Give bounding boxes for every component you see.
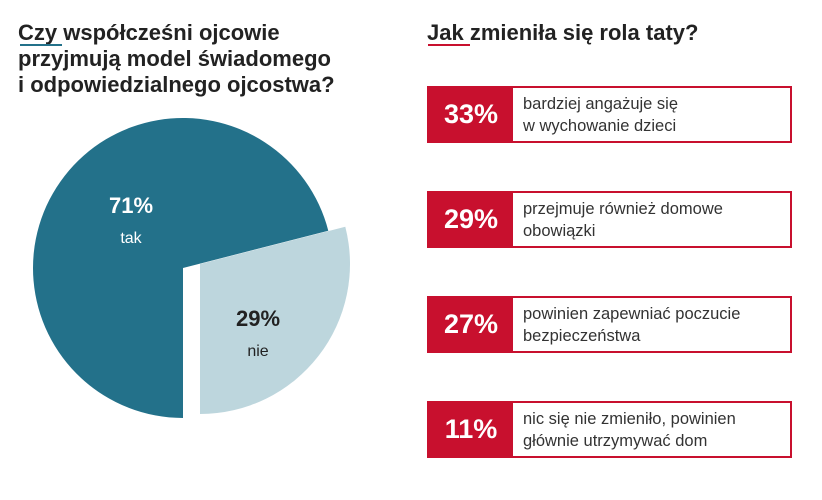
pie-category-label: tak: [120, 230, 142, 247]
title-underline: [428, 44, 470, 46]
stat-box: 29% przejmuje również domowe obowiązki: [427, 191, 792, 248]
stat-description: bardziej angażuje się w wychowanie dzieci: [513, 88, 790, 141]
pie-value-label: 71%: [109, 193, 153, 218]
stat-description-line: nic się nie zmieniło, powinien: [523, 410, 736, 428]
stat-description-line: przejmuje również domowe: [523, 200, 723, 218]
stat-percent: 27%: [429, 298, 513, 351]
stat-box: 27% powinien zapewniać poczucie bezpieczeń…: [427, 296, 792, 353]
stat-description-line: bardziej angażuje się: [523, 95, 679, 113]
stat-description-line: powinien zapewniać poczucie: [523, 305, 741, 323]
pie-chart: 71% tak 29% nie: [32, 117, 350, 418]
pie-title-line: przyjmują model świadomego: [18, 46, 331, 71]
stat-description-line: głównie utrzymywać dom: [523, 432, 708, 450]
stat-description: przejmuje również domowe obowiązki: [513, 193, 790, 246]
pie-value-label: 29%: [236, 306, 280, 331]
title-underline: [20, 44, 62, 46]
stat-percent: 11%: [429, 403, 513, 456]
stat-description: nic się nie zmieniło, powinien głównie ut…: [513, 403, 790, 456]
stat-description: powinien zapewniać poczucie bezpieczeństw…: [513, 298, 790, 351]
stat-percent: 33%: [429, 88, 513, 141]
pie-slice-nie: [200, 226, 350, 414]
stat-box: 33% bardziej angażuje się w wychowanie dzi…: [427, 86, 792, 143]
pie-title: Czy współcześni ojcowie przyjmują model …: [18, 20, 335, 98]
stat-percent: 29%: [429, 193, 513, 246]
stat-description-line: bezpieczeństwa: [523, 327, 641, 345]
stat-description-line: obowiązki: [523, 222, 596, 240]
pie-category-label: nie: [247, 343, 268, 360]
bars-title: Jak zmieniła się rola taty?: [427, 20, 699, 45]
pie-slice-tak: [32, 117, 329, 418]
pie-title-line: Czy współcześni ojcowie: [18, 20, 280, 45]
stat-box: 11% nic się nie zmieniło, powinien głównie…: [427, 401, 792, 458]
stat-description-line: w wychowanie dzieci: [523, 117, 677, 135]
pie-title-line: i odpowiedzialnego ojcostwa?: [18, 72, 335, 97]
